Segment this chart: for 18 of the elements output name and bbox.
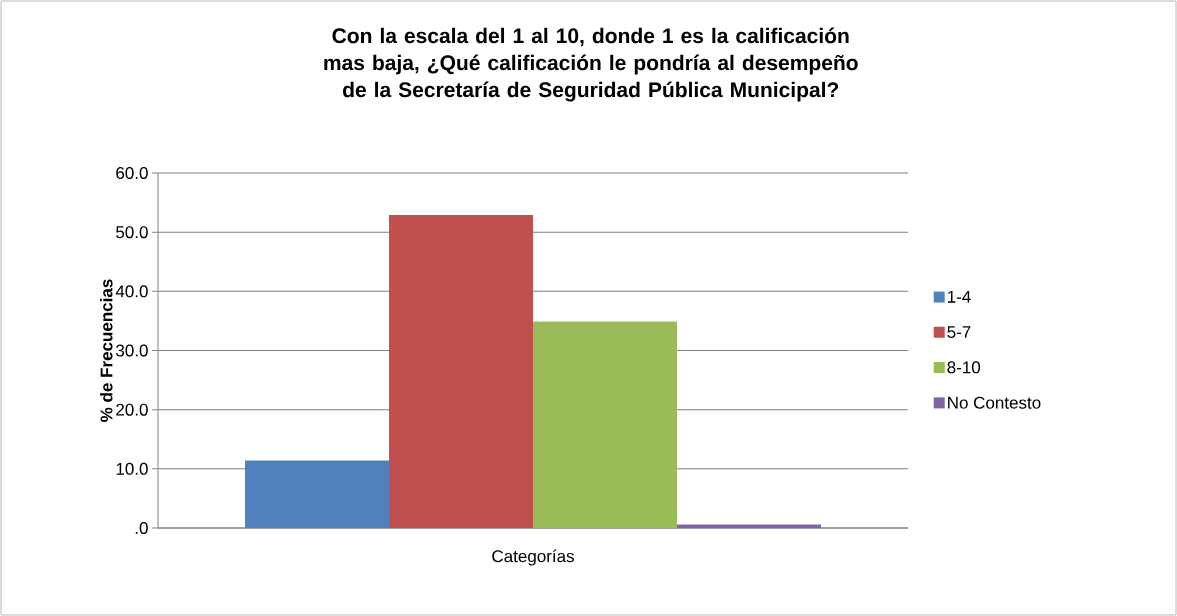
y-tick-label: 50.0: [116, 226, 148, 239]
bar: [533, 321, 678, 528]
chart-title: Con la escala del 1 al 10, donde 1 es la calificación mas baja, ¿Qué calificación le pondría al desempeño de la Secretaría de Seguridad Pública Municipal?: [324, 27, 858, 102]
bar: [389, 215, 534, 528]
y-tick-label: .0: [135, 521, 148, 535]
legend-label: No Contesto: [948, 396, 1041, 409]
y-axis-title: % de Frecuencias: [100, 279, 113, 422]
x-tick-label: Categorías: [492, 549, 574, 566]
y-tick-label: 30.0: [116, 344, 148, 357]
legend-label: 5-7: [947, 326, 971, 338]
y-tick-label: 20.0: [116, 403, 148, 416]
bar: [245, 460, 390, 528]
bar: [677, 524, 822, 528]
y-tick-label: 10.0: [116, 462, 148, 475]
y-tick-label: 60.0: [116, 166, 148, 180]
y-tick-label: 40.0: [115, 285, 148, 298]
legend-label: 1-4: [948, 290, 971, 303]
legend-label: 8-10: [947, 361, 981, 374]
